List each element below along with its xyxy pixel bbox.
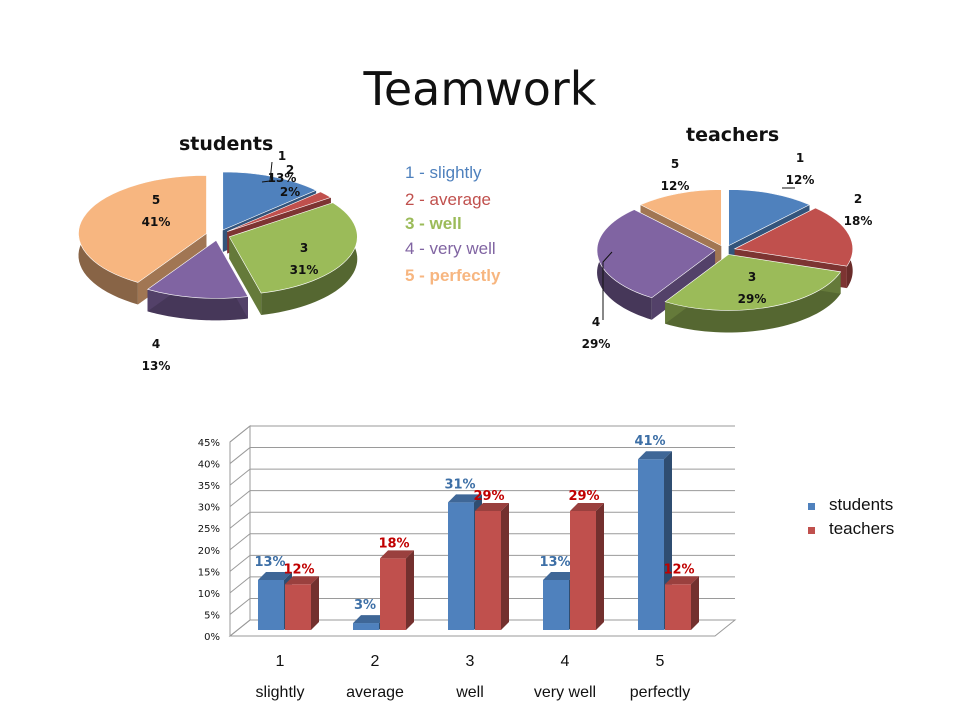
y-tick-label-4: 20% <box>198 546 220 557</box>
x-category-name-3: well <box>455 684 484 701</box>
students-label-3: 3 <box>300 241 308 255</box>
x-tick-label-5: 5 <box>656 653 665 670</box>
students-pie-title: students <box>179 133 274 155</box>
teachers-bar-2 <box>380 550 414 630</box>
x-tick-label-2: 2 <box>371 653 380 670</box>
slide-title: Teamwork <box>363 62 597 116</box>
teachers-label-2: 2 <box>854 192 862 206</box>
teachers-data-label-4: 29% <box>568 489 599 504</box>
legend-label-students: students <box>829 495 894 514</box>
teachers-label-3: 3 <box>748 270 756 284</box>
teachers-data-label-3: 29% <box>473 489 504 504</box>
students-value-label-5: 41% <box>142 215 171 229</box>
y-tick-label-0: 0% <box>204 632 220 643</box>
y-tick-label-6: 30% <box>198 503 220 514</box>
y-tick-label-9: 45% <box>198 438 220 449</box>
students-label-4: 4 <box>152 337 160 351</box>
teachers-value-label-5: 12% <box>661 179 690 193</box>
students-slice-3 <box>228 202 358 316</box>
scale-key-5: 5 - perfectly <box>405 266 501 285</box>
legend-swatch-students <box>808 503 815 510</box>
teachers-bar-1 <box>285 576 319 630</box>
students-value-label-4: 13% <box>142 359 171 373</box>
teachers-label-1: 1 <box>796 151 804 165</box>
x-category-name-2: average <box>346 684 404 701</box>
students-data-label-2: 3% <box>354 598 376 613</box>
chart-side-wall <box>229 424 251 638</box>
students-value-label-1: 13% <box>268 171 297 185</box>
teachers-slice-3 <box>664 254 842 333</box>
students-label-5: 5 <box>152 193 160 207</box>
y-tick-label-8: 40% <box>198 460 220 471</box>
x-category-name-4: very well <box>534 684 596 701</box>
students-label-2: 2 <box>286 163 294 177</box>
x-category-name-5: perfectly <box>630 684 690 701</box>
scale-key-4: 4 - very well <box>405 239 496 258</box>
y-tick-label-1: 5% <box>204 610 220 621</box>
teachers-value-label-4: 29% <box>582 337 611 351</box>
x-tick-label-3: 3 <box>466 653 475 670</box>
teachers-label-4: 4 <box>592 315 600 329</box>
students-label-1: 1 <box>278 149 286 163</box>
teachers-leader-line-0 <box>602 251 613 320</box>
legend-label-teachers: teachers <box>829 519 895 538</box>
students-data-label-1: 13% <box>254 555 285 570</box>
y-tick-label-2: 10% <box>198 589 220 600</box>
teachers-bar-5 <box>665 576 699 630</box>
y-tick-label-3: 15% <box>198 567 220 578</box>
students-leader-line-0 <box>261 161 273 183</box>
teachers-data-label-1: 12% <box>283 562 314 577</box>
teachers-bar-4 <box>570 502 604 630</box>
students-value-label-2: 2% <box>280 185 300 199</box>
teachers-bar-3 <box>475 502 509 630</box>
students-data-label-4: 13% <box>539 555 570 570</box>
students-slice-4 <box>146 239 249 321</box>
students-data-label-5: 41% <box>634 434 665 449</box>
teachers-value-label-3: 29% <box>738 292 767 306</box>
scale-key-2: 2 - average <box>405 190 491 209</box>
y-tick-label-5: 25% <box>198 524 220 535</box>
scale-key-1: 1 - slightly <box>405 163 482 182</box>
x-tick-label-4: 4 <box>561 653 570 670</box>
teachers-data-label-5: 12% <box>663 562 694 577</box>
teachers-data-label-2: 18% <box>378 536 409 551</box>
teachers-label-5: 5 <box>671 157 679 171</box>
students-value-label-3: 31% <box>290 263 319 277</box>
teachers-value-label-2: 18% <box>844 214 873 228</box>
teachers-value-label-1: 12% <box>786 173 815 187</box>
teachers-pie-title: teachers <box>686 124 780 146</box>
scale-key-3: 3 - well <box>405 214 462 233</box>
students-data-label-3: 31% <box>444 477 475 492</box>
legend-swatch-teachers <box>808 527 815 534</box>
y-tick-label-7: 35% <box>198 481 220 492</box>
x-category-name-1: slightly <box>256 684 305 701</box>
x-tick-label-1: 1 <box>276 653 285 670</box>
